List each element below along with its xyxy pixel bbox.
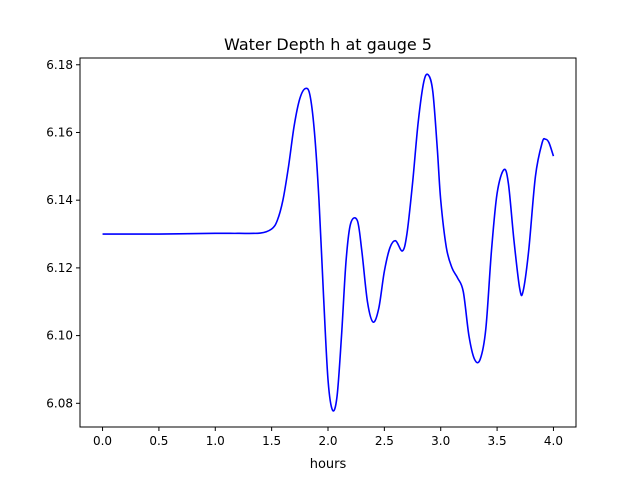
x-tick-label: 0.5 [149, 434, 168, 448]
chart-title: Water Depth h at gauge 5 [224, 35, 432, 54]
x-tick-label: 2.5 [375, 434, 394, 448]
x-tick-label: 1.0 [206, 434, 225, 448]
x-tick-label: 1.5 [262, 434, 281, 448]
y-tick-label: 6.14 [46, 193, 73, 207]
y-tick-label: 6.18 [46, 58, 73, 72]
y-tick-label: 6.08 [46, 396, 73, 410]
y-axis-ticks: 6.08 6.10 6.12 6.14 6.16 6.18 [46, 58, 80, 410]
y-tick-label: 6.12 [46, 261, 73, 275]
x-axis-label: hours [310, 457, 347, 472]
x-axis-ticks: 0.0 0.5 1.0 1.5 2.0 2.5 3.0 3.5 4.0 [93, 427, 563, 448]
y-tick-label: 6.10 [46, 329, 73, 343]
y-tick-label: 6.16 [46, 125, 73, 139]
x-tick-label: 2.0 [318, 434, 337, 448]
x-tick-label: 4.0 [544, 434, 563, 448]
x-tick-label: 0.0 [93, 434, 112, 448]
series-line-0 [102, 73, 555, 412]
x-tick-label: 3.0 [431, 434, 450, 448]
x-tick-label: 3.5 [488, 434, 507, 448]
